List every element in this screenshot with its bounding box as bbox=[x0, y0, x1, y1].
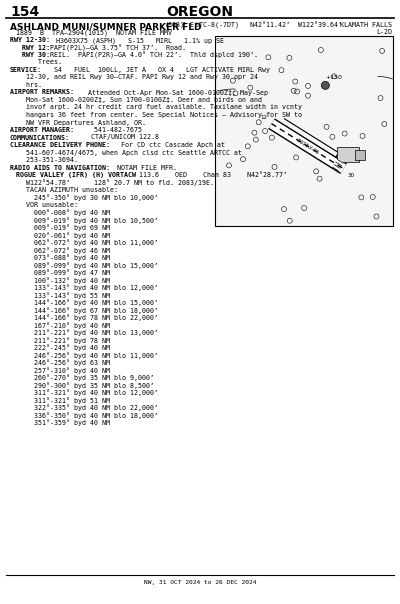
Text: 222°-245° byd 40 NM: 222°-245° byd 40 NM bbox=[10, 344, 110, 351]
Text: CLEARANCE DELIVERY PHONE:: CLEARANCE DELIVERY PHONE: bbox=[10, 142, 110, 148]
Text: 322°-335° byd 40 NM blo 22,000’: 322°-335° byd 40 NM blo 22,000’ bbox=[10, 405, 158, 411]
Text: 144°-166° byd 78 NM blo 22,000’: 144°-166° byd 78 NM blo 22,000’ bbox=[10, 315, 158, 321]
Text: COMMUNICATIONS:: COMMUNICATIONS: bbox=[10, 135, 70, 141]
Text: 073°-088° byd 40 NM: 073°-088° byd 40 NM bbox=[10, 254, 110, 261]
Text: 089°-099° byd 47 NM: 089°-099° byd 47 NM bbox=[10, 269, 110, 276]
Circle shape bbox=[321, 82, 329, 89]
Text: 290°-300° byd 35 NM blo 8,500’: 290°-300° byd 35 NM blo 8,500’ bbox=[10, 382, 154, 389]
Text: 211°-221° byd 40 NM blo 13,000’: 211°-221° byd 40 NM blo 13,000’ bbox=[10, 330, 158, 336]
Text: 154: 154 bbox=[10, 5, 39, 19]
Text: 144°-166° byd 67 NM blo 18,000’: 144°-166° byd 67 NM blo 18,000’ bbox=[10, 307, 158, 313]
Text: ROGUE VALLEY (IFR) (H) VORTACW: ROGUE VALLEY (IFR) (H) VORTACW bbox=[16, 172, 136, 178]
Text: UTC-8(-7DT): UTC-8(-7DT) bbox=[196, 22, 240, 28]
Text: For CD ctc Cascade Apch at: For CD ctc Cascade Apch at bbox=[117, 142, 225, 148]
Text: 311°-321° byd 40 NM blo 12,000’: 311°-321° byd 40 NM blo 12,000’ bbox=[10, 390, 158, 396]
Text: (S03): (S03) bbox=[165, 22, 185, 28]
Text: W122°54.78’      128° 20.7 NM to fld. 2083/19E.: W122°54.78’ 128° 20.7 NM to fld. 2083/19… bbox=[10, 179, 214, 186]
Text: RWY 12-30:: RWY 12-30: bbox=[10, 37, 50, 43]
Bar bbox=[337, 147, 359, 162]
Text: 245°-350° byd 30 NM blo 10,000’: 245°-350° byd 30 NM blo 10,000’ bbox=[10, 194, 158, 201]
Text: AIRPORT REMARKS:: AIRPORT REMARKS: bbox=[10, 89, 74, 95]
Text: 133°-143° byd 40 NM blo 12,000’: 133°-143° byd 40 NM blo 12,000’ bbox=[10, 284, 158, 291]
Text: 12: 12 bbox=[260, 115, 268, 120]
Text: RADIO AIDS TO NAVIGATION:: RADIO AIDS TO NAVIGATION: bbox=[10, 164, 110, 170]
Text: Trees.: Trees. bbox=[22, 60, 62, 65]
Text: hangars 36 feet from center. See Special Notices — Advisory for SW to: hangars 36 feet from center. See Special… bbox=[10, 112, 302, 118]
Text: OREGON: OREGON bbox=[166, 5, 234, 19]
Text: CTAF/UNICOM 122.8: CTAF/UNICOM 122.8 bbox=[87, 135, 159, 141]
Text: 009°-019° byd 40 NM blo 10,500’: 009°-019° byd 40 NM blo 10,500’ bbox=[10, 217, 158, 223]
Text: 009°-019° byd 69 NM: 009°-019° byd 69 NM bbox=[10, 225, 110, 231]
Bar bbox=[355, 150, 365, 160]
Text: 020°-061° byd 40 NM: 020°-061° byd 40 NM bbox=[10, 232, 110, 239]
Text: NW VFR Departures Ashland, OR.: NW VFR Departures Ashland, OR. bbox=[10, 120, 146, 126]
Text: 167°-210° byd 40 NM: 167°-210° byd 40 NM bbox=[10, 322, 110, 329]
Text: +150: +150 bbox=[326, 76, 343, 80]
Text: 246°-256° byd 63 NM: 246°-256° byd 63 NM bbox=[10, 359, 110, 366]
Text: SERVICE:: SERVICE: bbox=[10, 67, 42, 73]
Text: N42°11.42’  W122°39.64’: N42°11.42’ W122°39.64’ bbox=[250, 22, 342, 28]
Text: 000°-008° byd 40 NM: 000°-008° byd 40 NM bbox=[10, 210, 110, 216]
Text: RWY 12:: RWY 12: bbox=[22, 45, 50, 51]
Text: NW, 31 OCT 2024 to 26 DEC 2024: NW, 31 OCT 2024 to 26 DEC 2024 bbox=[144, 580, 256, 585]
Text: 336°-350° byd 40 NM blo 18,000’: 336°-350° byd 40 NM blo 18,000’ bbox=[10, 412, 158, 419]
Text: 113.6    OED    Chan 83    N42°28.77’: 113.6 OED Chan 83 N42°28.77’ bbox=[131, 172, 287, 178]
Text: ASHLAND MUNI/SUMNER PARKER FLD: ASHLAND MUNI/SUMNER PARKER FLD bbox=[10, 22, 202, 31]
Text: AIRPORT MANAGER:: AIRPORT MANAGER: bbox=[10, 127, 74, 133]
Text: KLAMATH FALLS: KLAMATH FALLS bbox=[340, 22, 392, 28]
Text: 257°-310° byd 40 NM: 257°-310° byd 40 NM bbox=[10, 367, 110, 374]
Text: Attended Oct-Apr Mon-Sat 1600-0100Z‡; May-Sep: Attended Oct-Apr Mon-Sat 1600-0100Z‡; Ma… bbox=[84, 89, 268, 95]
Text: 062°-072° byd 40 NM blo 11,000’: 062°-072° byd 40 NM blo 11,000’ bbox=[10, 240, 158, 246]
Text: L-2D: L-2D bbox=[376, 30, 392, 36]
Text: 30: 30 bbox=[348, 173, 355, 178]
Text: 211°-221° byd 78 NM: 211°-221° byd 78 NM bbox=[10, 337, 110, 344]
Text: 246°-256° byd 40 NM blo 11,000’: 246°-256° byd 40 NM blo 11,000’ bbox=[10, 352, 158, 359]
Text: 3603 X 75: 3603 X 75 bbox=[296, 138, 320, 155]
Text: 351°-359° byd 40 NM: 351°-359° byd 40 NM bbox=[10, 420, 110, 426]
Text: 100°-132° byd 40 NM: 100°-132° byd 40 NM bbox=[10, 277, 110, 284]
Text: S4   FUEL  100LL, JET A   OX 4   LGT ACTIVATE MIRL Rwy: S4 FUEL 100LL, JET A OX 4 LGT ACTIVATE M… bbox=[46, 67, 270, 73]
Text: 062°-072° byd 46 NM: 062°-072° byd 46 NM bbox=[10, 247, 110, 254]
Text: 1889  B  TPA—2904(1015)  NOTAM FILE MMV: 1889 B TPA—2904(1015) NOTAM FILE MMV bbox=[16, 30, 172, 36]
Text: invof arpt. 24 hr credit card fuel available. Taxilane width in vcnty: invof arpt. 24 hr credit card fuel avail… bbox=[10, 104, 302, 111]
Text: RWY 30:: RWY 30: bbox=[22, 52, 50, 58]
Text: 311°-321° byd 51 NM: 311°-321° byd 51 NM bbox=[10, 397, 110, 403]
Text: 144°-166° byd 40 NM blo 15,000’: 144°-166° byd 40 NM blo 15,000’ bbox=[10, 300, 158, 306]
Bar bbox=[215, 36, 393, 226]
Text: 2 E: 2 E bbox=[182, 22, 194, 28]
Text: 133°-143° byd 55 NM: 133°-143° byd 55 NM bbox=[10, 292, 110, 299]
Text: Mon-Sat 1600-0200Z‡, Sun 1700-0100Z‡. Deer and birds on and: Mon-Sat 1600-0200Z‡, Sun 1700-0100Z‡. De… bbox=[10, 97, 262, 103]
Text: 541-607-4674/4675, when Apch clsd ctc Seattle ARTCC at: 541-607-4674/4675, when Apch clsd ctc Se… bbox=[10, 150, 242, 155]
Text: 089°-099° byd 40 NM blo 15,000’: 089°-099° byd 40 NM blo 15,000’ bbox=[10, 262, 158, 269]
Text: 260°-270° byd 35 NM blo 9,000’: 260°-270° byd 35 NM blo 9,000’ bbox=[10, 374, 154, 381]
Text: REIL.  PAPI(P2R)—GA 4.0° TCH 22’.  Thld dsplcd 190’.: REIL. PAPI(P2R)—GA 4.0° TCH 22’. Thld ds… bbox=[46, 52, 258, 59]
Text: TACAN AZIMUTH unusable:: TACAN AZIMUTH unusable: bbox=[10, 187, 118, 193]
Text: hrs.: hrs. bbox=[10, 82, 42, 88]
Text: H3603X75 (ASPH)   S-15   MIRL   1.1% up SE: H3603X75 (ASPH) S-15 MIRL 1.1% up SE bbox=[52, 37, 224, 43]
Text: PAPI(P2L)—GA 3.75° TCH 37’.  Road.: PAPI(P2L)—GA 3.75° TCH 37’. Road. bbox=[46, 45, 186, 52]
Text: 541-482-7675: 541-482-7675 bbox=[90, 127, 142, 133]
Text: NOTAM FILE MFR.: NOTAM FILE MFR. bbox=[113, 164, 177, 170]
Text: VOR unusable:: VOR unusable: bbox=[10, 202, 78, 208]
Text: 12-30, and REIL Rwy 30—CTAF. PAPI Rwy 12 and Rwy 30 opr 24: 12-30, and REIL Rwy 30—CTAF. PAPI Rwy 12… bbox=[10, 74, 258, 80]
Text: 253-351-3694.: 253-351-3694. bbox=[10, 157, 78, 163]
